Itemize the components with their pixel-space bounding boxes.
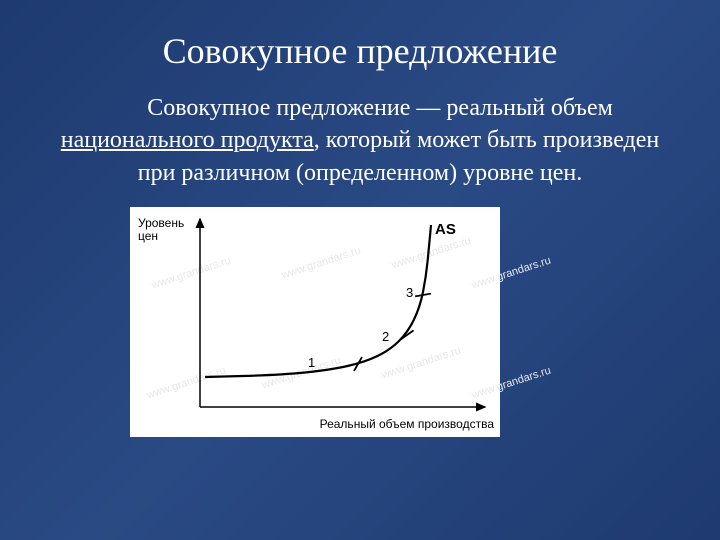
segment-label: 1 (308, 355, 315, 370)
segment-label: 3 (406, 285, 413, 300)
x-axis-label: Реальный объем производства (320, 417, 494, 431)
y-axis-label: Уровеньцен (138, 217, 184, 243)
chart-svg (130, 207, 500, 437)
curve-label: AS (435, 221, 456, 238)
as-chart: www.grandars.ruwww.grandars.ruwww.granda… (130, 207, 500, 437)
body-pre: Совокупное предложение — реальный объем (147, 95, 613, 121)
slide-title: Совокупное предложение (0, 0, 720, 92)
body-underlined: национального продукта (61, 127, 314, 153)
slide-body: Совокупное предложение — реальный объем … (0, 92, 720, 207)
segment-label: 2 (382, 329, 389, 344)
